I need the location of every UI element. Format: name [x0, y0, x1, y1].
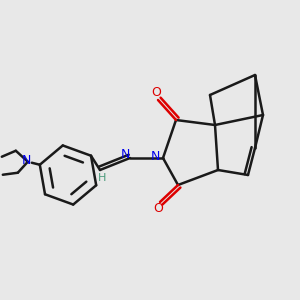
Text: H: H: [98, 173, 106, 183]
Text: O: O: [151, 86, 161, 100]
Text: O: O: [153, 202, 163, 215]
Text: N: N: [150, 149, 160, 163]
Text: N: N: [120, 148, 130, 161]
Text: N: N: [22, 154, 32, 167]
